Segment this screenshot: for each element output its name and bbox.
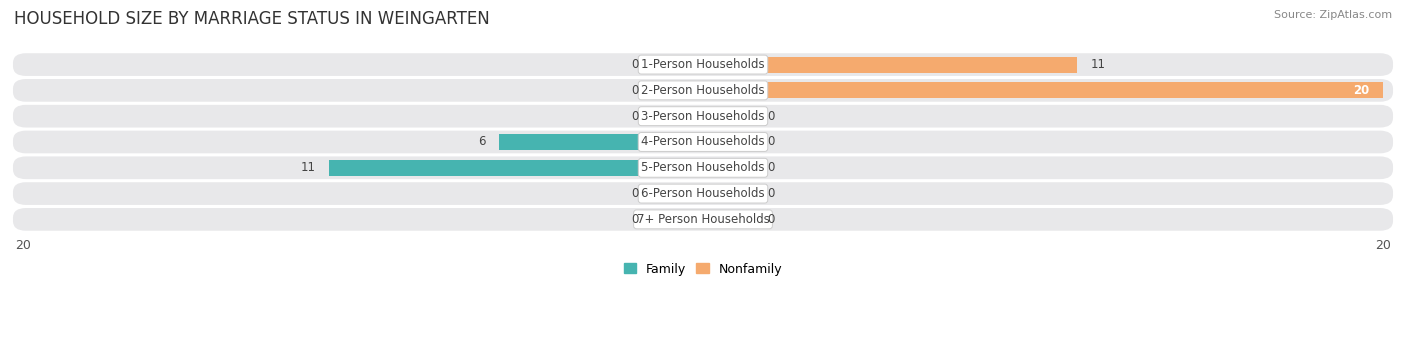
- FancyBboxPatch shape: [13, 53, 1393, 76]
- Text: 0: 0: [768, 161, 775, 174]
- Bar: [703, 186, 754, 202]
- Text: 4-Person Households: 4-Person Households: [641, 135, 765, 148]
- Text: 11: 11: [1091, 58, 1105, 71]
- Bar: [652, 108, 703, 124]
- Text: 20: 20: [1353, 84, 1369, 97]
- Text: 0: 0: [631, 187, 638, 200]
- Text: 0: 0: [768, 110, 775, 123]
- Text: 0: 0: [631, 58, 638, 71]
- Text: 11: 11: [301, 161, 315, 174]
- Text: 1-Person Households: 1-Person Households: [641, 58, 765, 71]
- FancyBboxPatch shape: [13, 79, 1393, 102]
- Text: 2-Person Households: 2-Person Households: [641, 84, 765, 97]
- Bar: [652, 83, 703, 98]
- Text: 0: 0: [631, 110, 638, 123]
- Text: 0: 0: [631, 84, 638, 97]
- Text: 6: 6: [478, 135, 485, 148]
- Text: 0: 0: [768, 135, 775, 148]
- Text: 6-Person Households: 6-Person Households: [641, 187, 765, 200]
- Text: 0: 0: [768, 213, 775, 226]
- Bar: [499, 134, 703, 150]
- Bar: [703, 83, 1384, 98]
- FancyBboxPatch shape: [13, 105, 1393, 128]
- Bar: [703, 108, 754, 124]
- Text: HOUSEHOLD SIZE BY MARRIAGE STATUS IN WEINGARTEN: HOUSEHOLD SIZE BY MARRIAGE STATUS IN WEI…: [14, 10, 489, 28]
- Bar: [652, 186, 703, 202]
- Text: 5-Person Households: 5-Person Households: [641, 161, 765, 174]
- Bar: [703, 57, 1077, 73]
- Bar: [703, 160, 754, 176]
- Text: 3-Person Households: 3-Person Households: [641, 110, 765, 123]
- Bar: [652, 211, 703, 227]
- FancyBboxPatch shape: [13, 131, 1393, 153]
- Legend: Family, Nonfamily: Family, Nonfamily: [619, 257, 787, 281]
- Text: 7+ Person Households: 7+ Person Households: [637, 213, 769, 226]
- Bar: [703, 134, 754, 150]
- Text: Source: ZipAtlas.com: Source: ZipAtlas.com: [1274, 10, 1392, 20]
- FancyBboxPatch shape: [13, 208, 1393, 231]
- Bar: [652, 57, 703, 73]
- Text: 0: 0: [631, 213, 638, 226]
- Bar: [329, 160, 703, 176]
- Bar: [703, 211, 754, 227]
- Text: 0: 0: [768, 187, 775, 200]
- FancyBboxPatch shape: [13, 157, 1393, 179]
- FancyBboxPatch shape: [13, 182, 1393, 205]
